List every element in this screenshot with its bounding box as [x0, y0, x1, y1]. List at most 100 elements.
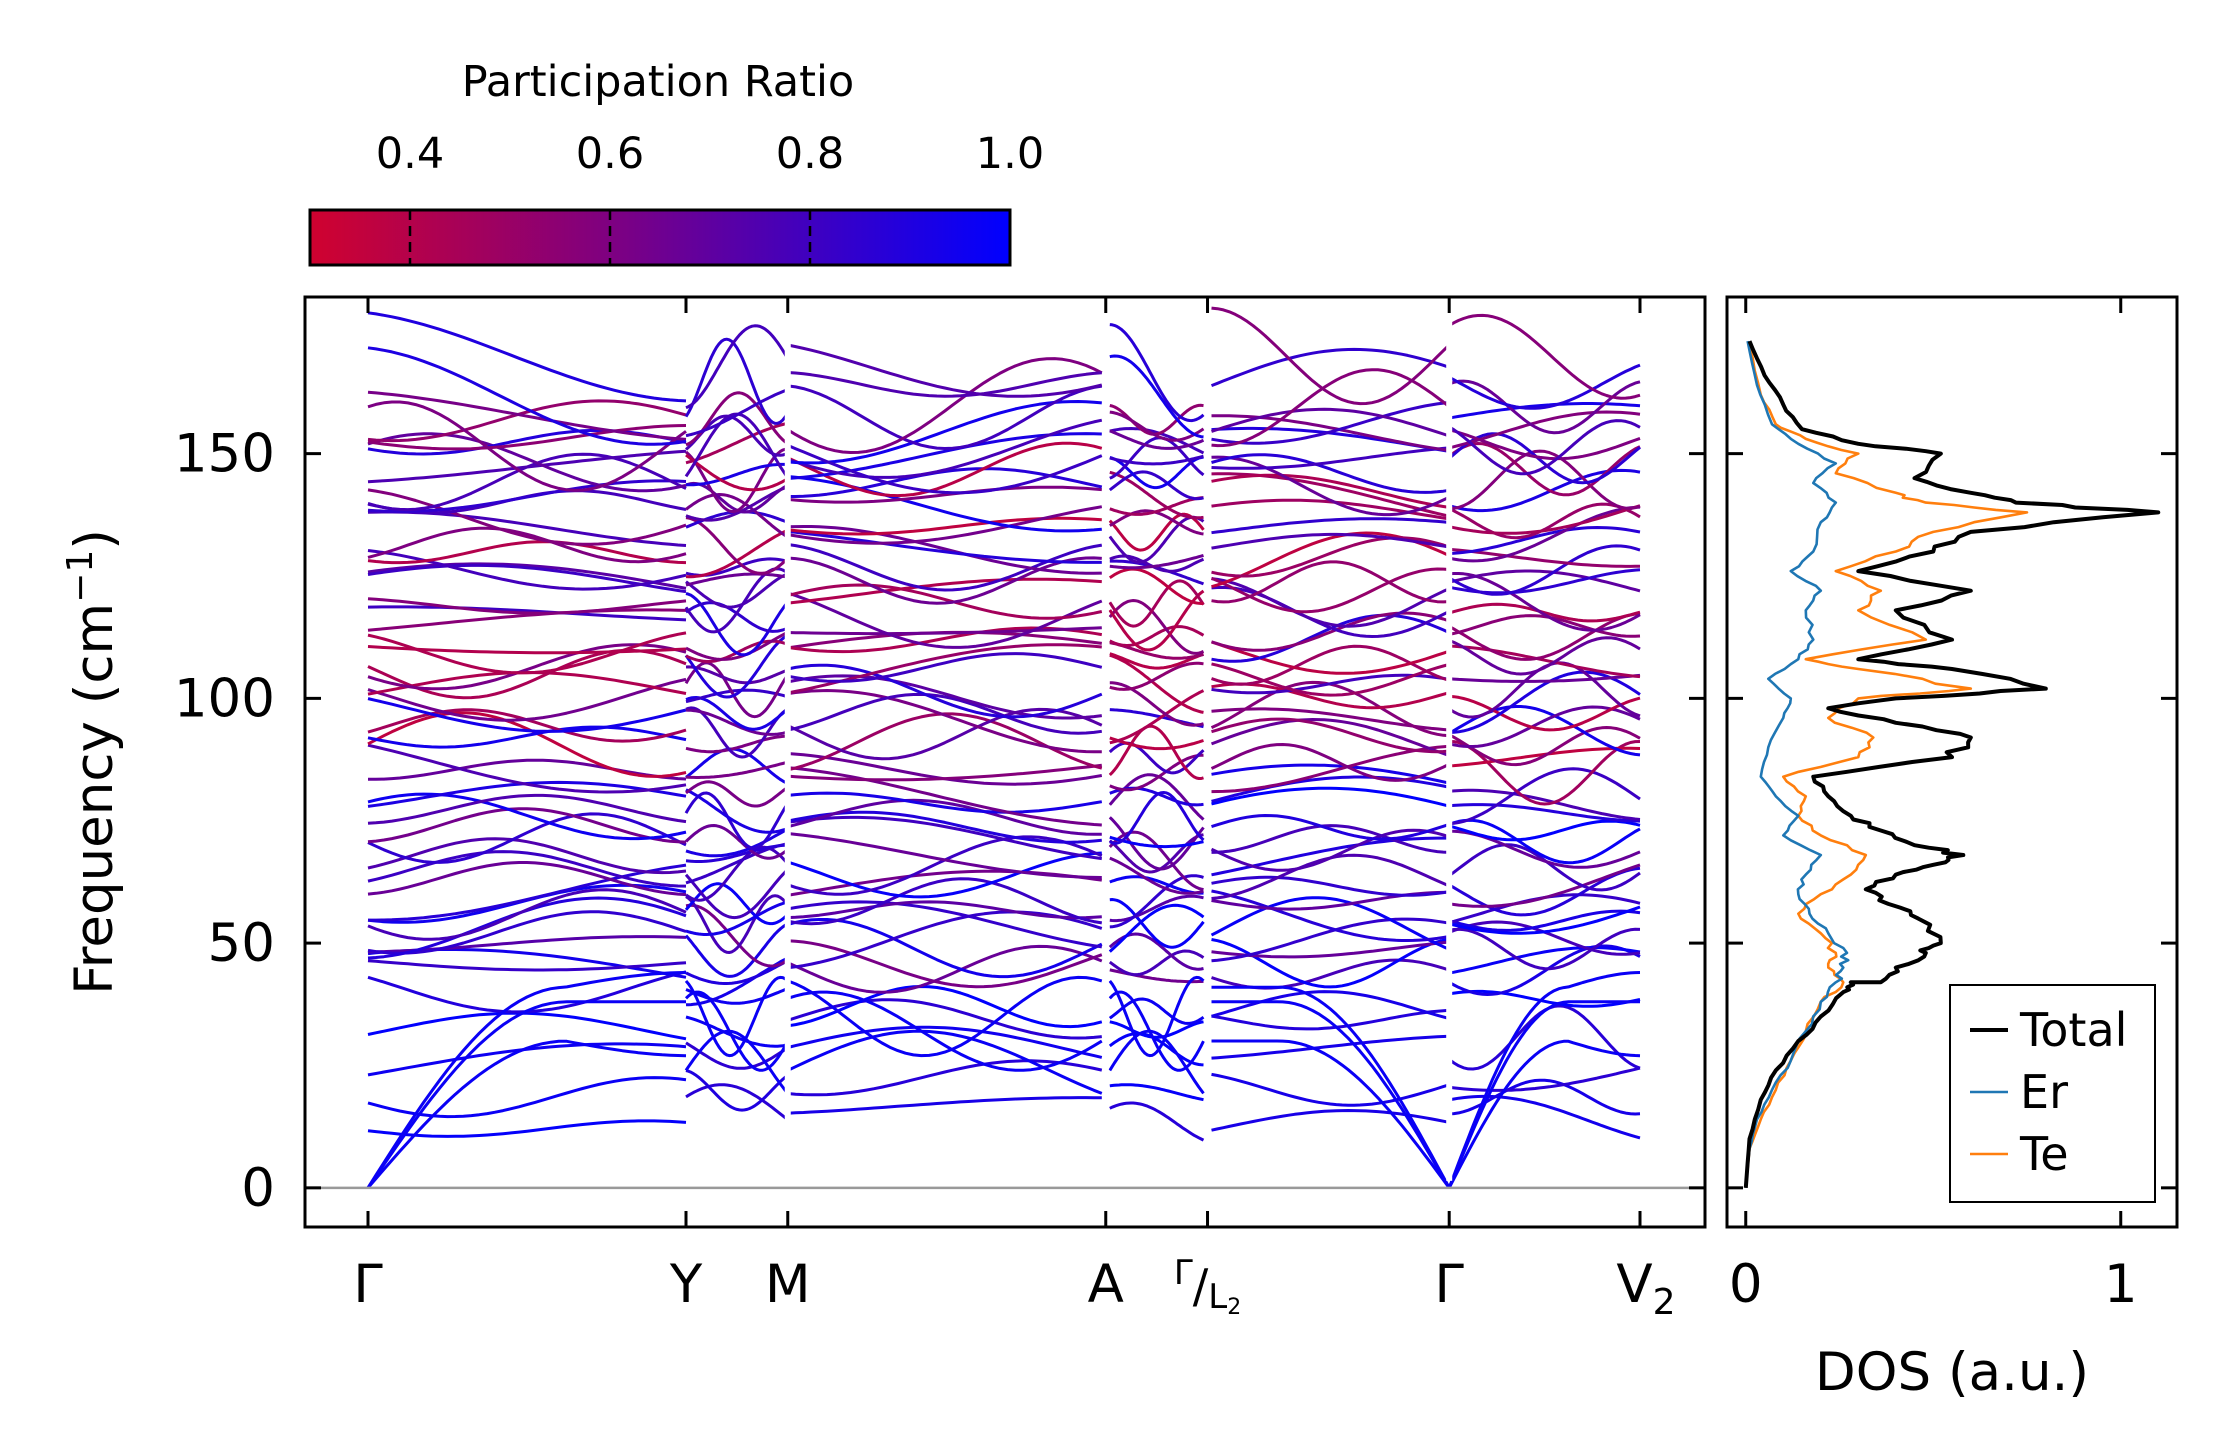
band-line	[787, 674, 1102, 720]
band-line	[1448, 569, 1641, 593]
band-line	[367, 526, 687, 564]
band-line	[1211, 446, 1450, 470]
kpath-break	[1102, 300, 1109, 1181]
band-line	[1108, 515, 1205, 564]
band-line	[1109, 553, 1204, 570]
band-line	[1211, 453, 1450, 494]
band-line	[685, 1041, 789, 1070]
band-line	[1108, 1029, 1205, 1095]
band-line	[685, 630, 789, 661]
band-line	[367, 888, 687, 941]
band-line	[367, 449, 687, 484]
band-line	[367, 549, 687, 591]
dos-x-tick-label: 1	[2104, 1254, 2138, 1315]
band-line	[1109, 898, 1205, 949]
band-line	[787, 707, 1103, 761]
band-line	[787, 663, 1103, 719]
band-line	[1109, 496, 1204, 516]
band-line	[787, 343, 1103, 398]
band-line	[1211, 517, 1450, 535]
band-line	[1447, 1000, 1640, 1189]
band-line	[1108, 997, 1205, 1025]
band-line	[787, 583, 1103, 620]
band-line	[1109, 354, 1204, 439]
band-line	[685, 903, 789, 968]
band-line	[1109, 681, 1204, 727]
band-line	[1211, 889, 1450, 942]
band-line	[787, 530, 1102, 564]
band-line	[1449, 673, 1641, 683]
band-line	[787, 689, 1102, 754]
band-line	[1109, 1020, 1204, 1039]
band-line	[787, 900, 1103, 949]
band-line	[787, 900, 1102, 920]
band-line	[1448, 419, 1641, 476]
band-line	[685, 788, 789, 834]
band-line	[367, 562, 687, 590]
band-line	[1211, 786, 1450, 808]
band-line	[1108, 589, 1205, 652]
band-line	[367, 896, 687, 960]
band-line	[787, 798, 1102, 836]
band-line	[1211, 985, 1451, 1189]
y-tick-label: 150	[174, 424, 275, 485]
band-line	[685, 1083, 789, 1121]
band-line	[685, 493, 789, 539]
band-line	[1108, 724, 1204, 780]
band-line	[684, 975, 789, 1058]
band-line	[1448, 927, 1641, 971]
band-line	[1448, 410, 1641, 450]
band-line	[787, 357, 1103, 454]
band-line	[1211, 400, 1450, 445]
band-lines	[366, 306, 1641, 1189]
band-line	[1109, 689, 1205, 745]
band-line	[1108, 512, 1205, 552]
colorbar-tick-label: 0.4	[376, 129, 444, 179]
legend-label: Te	[2019, 1127, 2069, 1181]
band-line	[367, 861, 687, 897]
dos-curve-total	[1743, 340, 2161, 1188]
band-line	[367, 424, 687, 451]
band-line	[1449, 767, 1641, 826]
colorbar-title: Participation Ratio	[462, 57, 855, 107]
band-line	[787, 791, 1103, 814]
colorbar-gradient	[308, 208, 1012, 267]
band-line	[1449, 1066, 1641, 1092]
kpath-break	[784, 300, 791, 1181]
band-line	[1448, 636, 1641, 676]
band-line	[1109, 753, 1204, 792]
band-line	[787, 990, 1103, 1072]
band-line	[367, 910, 687, 955]
band-line	[1108, 833, 1204, 874]
legend-box	[1949, 984, 2156, 1203]
band-line	[1211, 1072, 1450, 1107]
band-line	[1210, 718, 1450, 758]
band-line	[1109, 429, 1205, 450]
band-line	[366, 1039, 687, 1189]
band-line	[1210, 743, 1450, 782]
band-line	[1109, 661, 1204, 691]
band-line	[1211, 958, 1450, 990]
dos-axes-frame	[1725, 295, 2179, 1229]
band-line	[685, 760, 789, 779]
band-line	[1109, 410, 1205, 442]
band-line	[1108, 773, 1205, 821]
band-line	[367, 488, 687, 546]
band-line	[787, 371, 1102, 398]
kpoint-label: V2	[1616, 1254, 1675, 1323]
band-line	[1448, 818, 1641, 865]
band-line	[685, 421, 789, 465]
band-line	[787, 815, 1103, 861]
band-line	[367, 743, 687, 794]
band-line	[685, 959, 789, 985]
band-line	[787, 418, 1103, 479]
band-line	[367, 711, 687, 778]
band-line	[367, 432, 687, 493]
band-line	[367, 1119, 687, 1138]
band-line	[1109, 875, 1204, 895]
colorbar: Participation Ratio 0.4 0.6 0.8 1.0	[308, 57, 1044, 267]
band-line	[1109, 1101, 1205, 1142]
band-line	[1108, 990, 1205, 1072]
band-line	[787, 626, 1102, 636]
band-line	[1108, 579, 1205, 628]
